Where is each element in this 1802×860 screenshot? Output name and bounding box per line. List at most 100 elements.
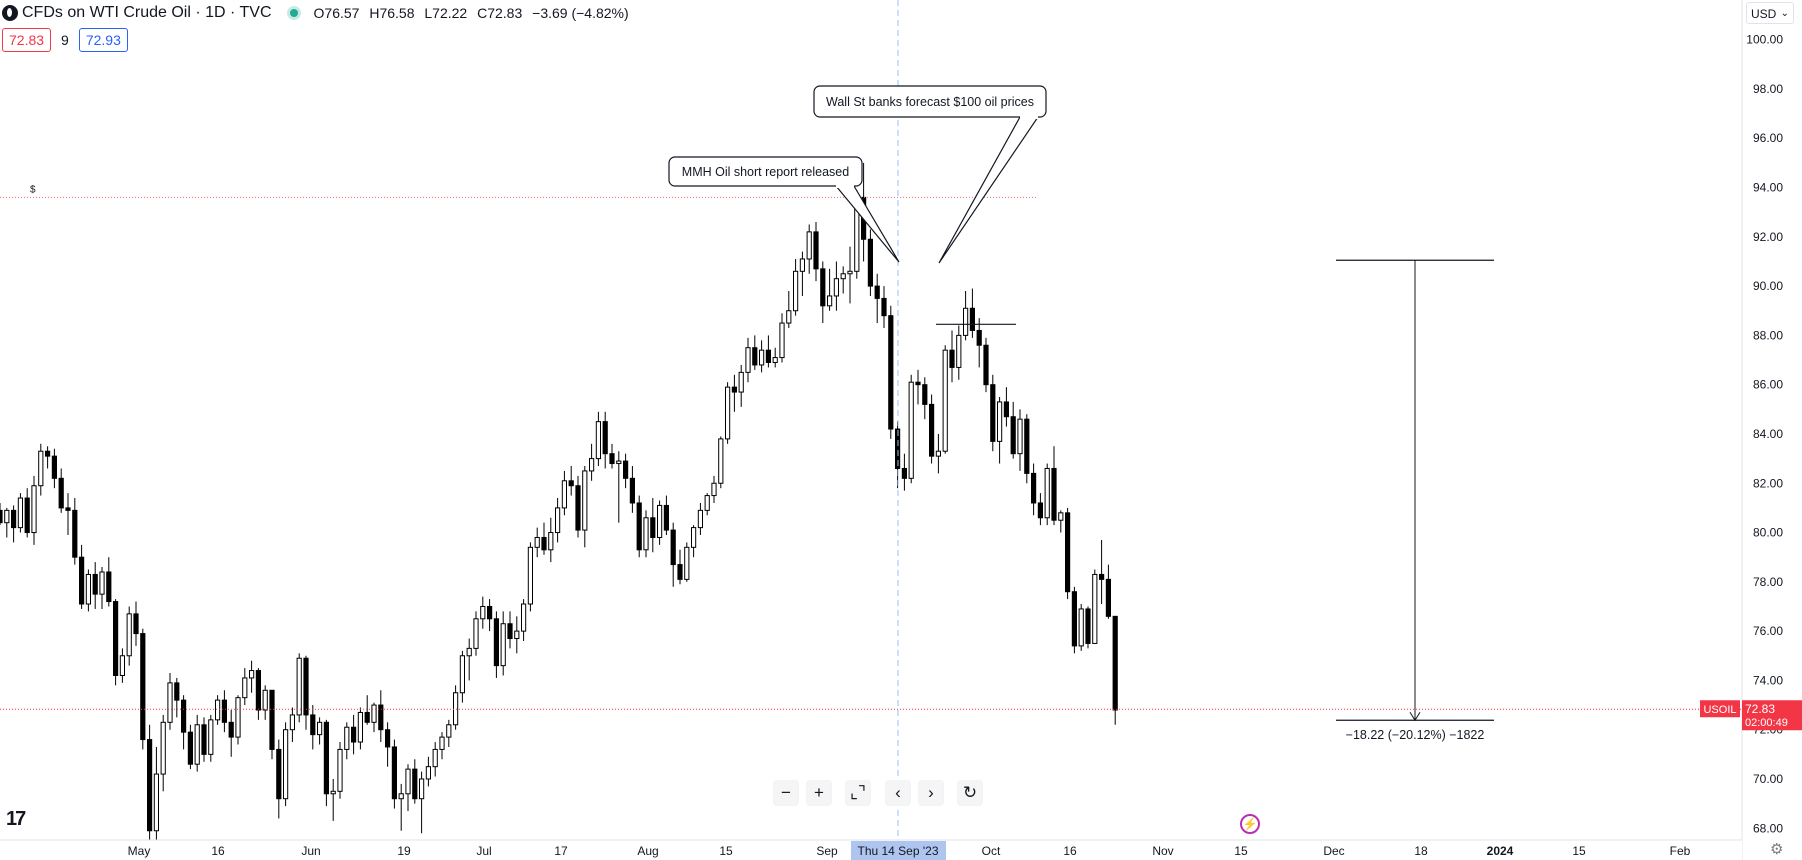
candle-body	[568, 480, 574, 487]
candle-body	[1051, 467, 1057, 521]
measure-label: −18.22 (−20.12%) −1822	[1346, 728, 1485, 742]
candle-body	[126, 613, 132, 657]
buy-price-button[interactable]: 72.93	[78, 28, 128, 52]
candle-body	[589, 458, 595, 472]
candle-body	[629, 477, 635, 504]
candle	[174, 677, 180, 718]
candle	[364, 695, 370, 725]
callout-box	[668, 156, 863, 187]
candle	[827, 268, 833, 311]
candle	[323, 719, 329, 807]
time-tick-label: 15	[1234, 844, 1248, 858]
candle	[459, 650, 465, 703]
candle-body	[657, 504, 663, 538]
crosshair-date-label: Thu 14 Sep '23	[857, 844, 938, 858]
candle	[847, 246, 853, 304]
candlestick-series	[0, 162, 1118, 848]
callout-mask	[1020, 115, 1038, 119]
candle-body	[24, 497, 30, 534]
reset-scale-button[interactable]: ⌞⌝	[845, 780, 871, 806]
candle	[881, 286, 887, 328]
candle	[867, 229, 873, 296]
price-tick-label: 88.00	[1753, 328, 1783, 342]
candle	[629, 466, 635, 513]
candle-body	[942, 349, 948, 452]
candle-body	[113, 601, 119, 676]
candle	[1112, 615, 1118, 725]
candle	[432, 742, 438, 777]
candle	[915, 369, 921, 405]
candle	[1085, 606, 1091, 649]
candle-body	[1044, 467, 1050, 519]
candle	[167, 673, 173, 730]
reset-chart-button[interactable]: ↻	[957, 780, 983, 806]
candle	[1051, 446, 1057, 526]
candle-body	[575, 485, 581, 531]
candle-body	[255, 670, 261, 711]
candle-body	[1003, 401, 1009, 418]
symbol-logo-icon	[2, 5, 18, 21]
scroll-left-button[interactable]: ‹	[885, 780, 911, 806]
candle-body	[201, 724, 207, 755]
candle	[126, 606, 132, 666]
chart-title[interactable]: CFDs on WTI Crude Oil · 1D · TVC	[22, 4, 272, 21]
candle-body	[772, 357, 778, 363]
candle-body	[759, 349, 765, 366]
candle	[357, 707, 363, 750]
candle-body	[432, 748, 438, 768]
candle	[657, 500, 663, 545]
candle-body	[976, 329, 982, 346]
candle-body	[187, 731, 194, 765]
candle-body	[956, 334, 962, 368]
zoom-in-button[interactable]: +	[806, 780, 832, 806]
candle-body	[521, 603, 527, 632]
candle-body	[58, 477, 64, 509]
price-range-measure: −18.22 (−20.12%) −1822	[1336, 259, 1494, 742]
candle-body	[745, 347, 751, 373]
candle-body	[555, 507, 561, 534]
candle-body	[473, 618, 479, 649]
candle	[670, 522, 676, 587]
candle-body	[1017, 418, 1023, 455]
gear-icon[interactable]: ⚙	[1770, 841, 1784, 858]
price-tick-label: 94.00	[1753, 181, 1783, 195]
scroll-right-button[interactable]: ›	[918, 780, 944, 806]
candle-body	[1099, 573, 1105, 580]
candle-body	[1024, 418, 1030, 474]
candle-body	[446, 724, 452, 738]
candle	[235, 695, 241, 745]
candle-body	[963, 307, 969, 336]
candle-body	[684, 546, 690, 580]
currency-select[interactable]: USD ⌄	[1746, 2, 1794, 24]
candle-body	[283, 729, 289, 800]
candle	[527, 542, 533, 612]
candle	[330, 778, 336, 821]
candle	[412, 759, 418, 804]
candle	[1065, 507, 1071, 600]
candle	[874, 273, 880, 324]
candle	[888, 305, 894, 439]
candle	[303, 655, 309, 730]
zoom-out-button[interactable]: −	[773, 780, 799, 806]
tradingview-logo[interactable]: 17	[6, 808, 26, 830]
candle-body	[806, 231, 812, 260]
candle-body	[609, 453, 615, 465]
candle-body	[92, 573, 98, 595]
candle	[990, 374, 996, 452]
candle	[820, 261, 826, 324]
candle	[922, 377, 928, 420]
sell-price-button[interactable]: 72.83	[2, 28, 52, 52]
candle	[480, 596, 486, 629]
price-tag-bg	[1742, 700, 1802, 731]
candle	[575, 475, 581, 538]
candle	[745, 337, 751, 383]
candle	[983, 337, 989, 393]
lightning-icon[interactable]: ⚡	[1240, 814, 1260, 834]
price-tick-label: 82.00	[1753, 476, 1783, 490]
candle	[623, 453, 629, 489]
candle-body	[793, 270, 799, 312]
candle	[929, 394, 935, 464]
candle-body	[527, 546, 533, 605]
price-tick-label: 96.00	[1753, 131, 1783, 145]
